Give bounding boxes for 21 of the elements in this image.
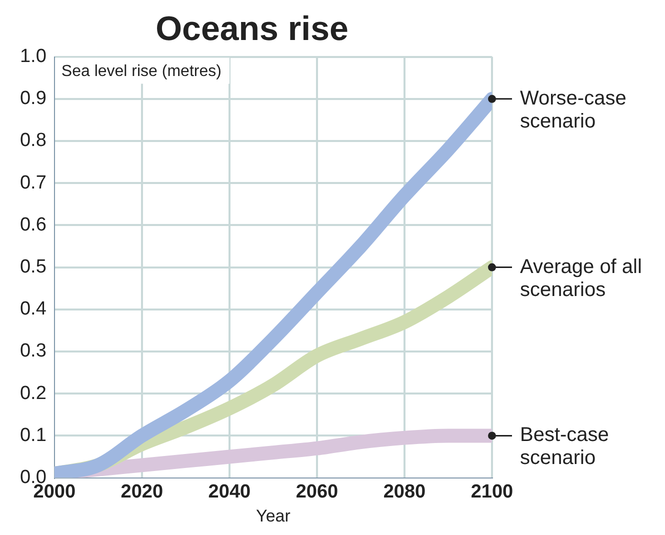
x-tick-label: 2040 [208, 481, 251, 502]
y-tick-label: 0.9 [20, 88, 46, 110]
y-tick-label: 0.6 [20, 214, 46, 236]
y-tick-label: 0.4 [20, 298, 47, 320]
y-tick-label: 0.2 [20, 382, 46, 404]
y-tick-label: 0.8 [20, 130, 46, 152]
y-tick-label: 0.5 [20, 256, 46, 278]
y-tick-label: 0.7 [20, 172, 46, 194]
y-tick-label: 0.3 [20, 340, 46, 362]
y-axis-title: Sea level rise (metres) [61, 63, 222, 80]
x-tick-label: 2060 [296, 481, 338, 502]
legend-label: Best-case scenario [520, 424, 609, 470]
legend-label: Worse-case scenario [520, 87, 626, 132]
x-axis-title: Year [256, 506, 291, 526]
y-tick-label: 0.1 [20, 424, 46, 446]
legend-label: Average of all scenarios [520, 256, 642, 301]
x-tick-label: 2080 [383, 481, 426, 502]
x-tick-label: 2020 [120, 481, 164, 502]
chart-title: Oceans rise [156, 10, 348, 48]
x-tick-label: 2100 [470, 481, 514, 502]
y-tick-label: 1.0 [20, 46, 46, 68]
